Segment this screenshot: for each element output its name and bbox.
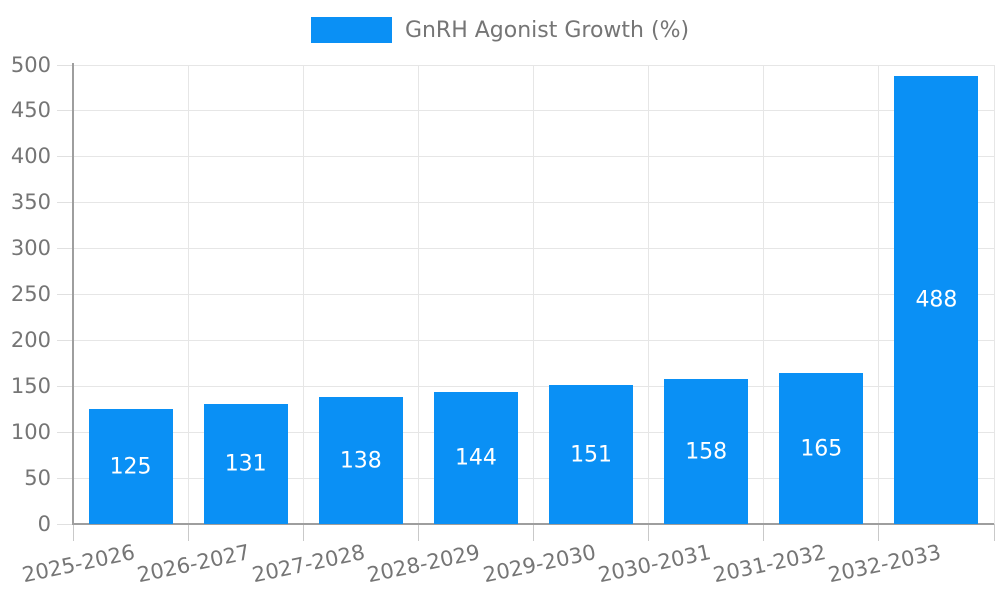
y-tick	[57, 339, 73, 341]
y-axis-line	[72, 63, 74, 524]
bar-value-label: 125	[109, 454, 152, 479]
x-tick	[878, 524, 880, 541]
x-axis-label: 2028-2029	[365, 540, 483, 588]
legend-label: GnRH Agonist Growth (%)	[404, 17, 690, 43]
v-gridline	[763, 65, 765, 524]
bar-value-label: 151	[570, 442, 613, 467]
bar-value-label: 488	[915, 287, 958, 313]
y-axis-label: 200	[10, 327, 51, 352]
x-tick	[763, 524, 765, 541]
y-tick	[57, 431, 73, 433]
y-axis-label: 350	[10, 190, 51, 215]
y-tick	[57, 110, 73, 112]
bar-value-label: 158	[685, 439, 728, 464]
x-axis-label: 2025-2026	[20, 540, 138, 588]
x-tick	[533, 524, 534, 541]
x-tick	[993, 524, 995, 541]
bar-2025-2026[interactable]: 125	[88, 409, 173, 524]
x-axis-line	[72, 523, 994, 525]
y-tick	[57, 385, 73, 387]
v-gridline	[417, 65, 419, 524]
legend-swatch	[310, 17, 392, 43]
x-tick	[648, 524, 650, 541]
y-axis-label: 450	[10, 98, 51, 123]
bar-2027-2028[interactable]: 138	[318, 397, 403, 524]
x-tick	[302, 524, 304, 541]
y-tick	[57, 523, 73, 525]
bar-2026-2027[interactable]: 131	[203, 404, 288, 524]
x-tick	[417, 524, 419, 541]
y-axis-label: 500	[10, 52, 51, 77]
y-axis-label: 250	[10, 282, 51, 306]
bar-2028-2029[interactable]: 144	[433, 392, 518, 524]
y-tick	[57, 477, 73, 479]
x-axis-label: 2030-2031	[595, 540, 713, 588]
x-axis-label: 2029-2030	[480, 540, 598, 588]
y-axis-label: 50	[24, 465, 51, 490]
v-gridline	[878, 65, 880, 524]
v-gridline	[533, 65, 534, 524]
x-axis-label: 2032-2033	[826, 540, 944, 588]
bar-2029-2030[interactable]: 151	[549, 385, 634, 524]
y-axis-label: 0	[37, 511, 51, 536]
y-tick	[57, 202, 73, 204]
bar-2030-2031[interactable]: 158	[664, 379, 749, 524]
y-axis-label: 150	[10, 373, 51, 398]
bar-2032-2033[interactable]: 488	[894, 76, 979, 524]
x-axis-label: 2026-2027	[135, 540, 253, 588]
bar-value-label: 165	[800, 436, 843, 461]
x-axis-label: 2027-2028	[250, 540, 368, 588]
v-gridline	[993, 65, 995, 524]
bar-value-label: 144	[454, 445, 497, 471]
v-gridline	[302, 65, 304, 524]
bar-value-label: 138	[339, 448, 382, 473]
x-tick	[72, 524, 74, 541]
y-axis-label: 300	[10, 236, 51, 261]
bar-value-label: 131	[224, 451, 267, 477]
bar-2031-2032[interactable]: 165	[779, 373, 864, 524]
y-tick	[57, 248, 73, 250]
legend[interactable]: GnRH Agonist Growth (%)	[0, 17, 1000, 43]
v-gridline	[187, 65, 189, 524]
x-axis-label: 2031-2032	[710, 540, 828, 588]
y-axis-label: 100	[10, 419, 51, 444]
x-tick	[187, 524, 189, 541]
y-tick	[57, 294, 73, 295]
y-axis-label: 400	[10, 144, 51, 169]
v-gridline	[648, 65, 650, 524]
y-tick	[57, 64, 73, 66]
y-tick	[57, 156, 73, 158]
